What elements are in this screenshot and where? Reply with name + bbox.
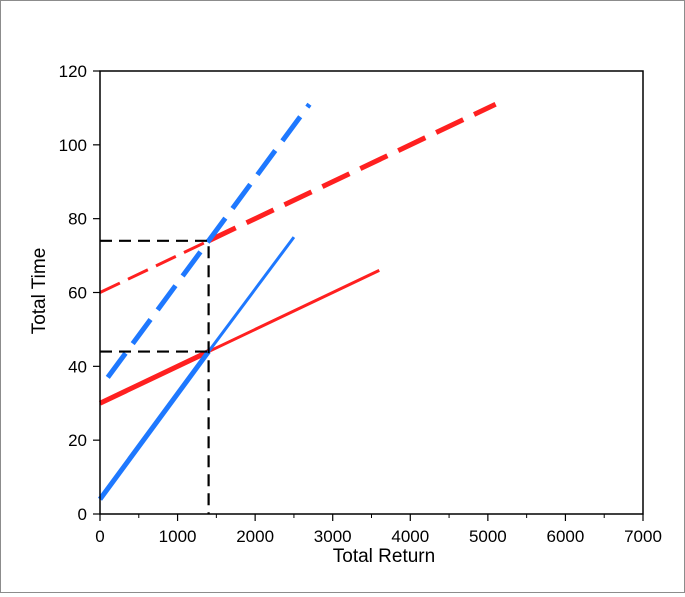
series-2-segment-1 xyxy=(97,350,211,501)
series-1-segment-2 xyxy=(207,268,380,353)
series-1-segment-1 xyxy=(98,349,210,406)
y-tick-label: 60 xyxy=(68,284,87,303)
x-tick-label: 0 xyxy=(95,527,104,546)
x-axis-ticks: 0 1000 2000 3000 4000 5000 6000 7000 xyxy=(95,514,662,546)
x-tick-label: 2000 xyxy=(236,527,274,546)
y-tick-label: 80 xyxy=(68,210,87,229)
series-3-segment-2 xyxy=(207,101,497,244)
y-tick-label: 100 xyxy=(59,136,87,155)
y-tick-label: 0 xyxy=(78,505,87,524)
y-tick-label: 20 xyxy=(68,431,87,450)
reference-line-1 xyxy=(100,239,210,514)
series-2-segment-2 xyxy=(207,236,296,353)
plot-area-border xyxy=(99,70,644,515)
y-tick-label: 40 xyxy=(68,357,87,376)
x-axis-label: Total Return xyxy=(333,546,435,567)
x-tick-label: 1000 xyxy=(159,527,197,546)
y-axis-ticks: 0 20 40 60 80 100 120 xyxy=(59,62,100,524)
x-tick-label: 4000 xyxy=(391,527,429,546)
x-tick-label: 5000 xyxy=(469,527,507,546)
reference-lines xyxy=(100,239,210,514)
series-layer xyxy=(97,101,497,501)
x-tick-label: 6000 xyxy=(547,527,585,546)
y-axis-label: Total Time xyxy=(29,248,50,335)
y-tick-label: 120 xyxy=(59,62,87,81)
series-4-segment-1 xyxy=(105,102,312,379)
x-tick-label: 3000 xyxy=(314,527,352,546)
x-tick-label: 7000 xyxy=(624,527,662,546)
series-3-segment-1 xyxy=(99,239,210,294)
